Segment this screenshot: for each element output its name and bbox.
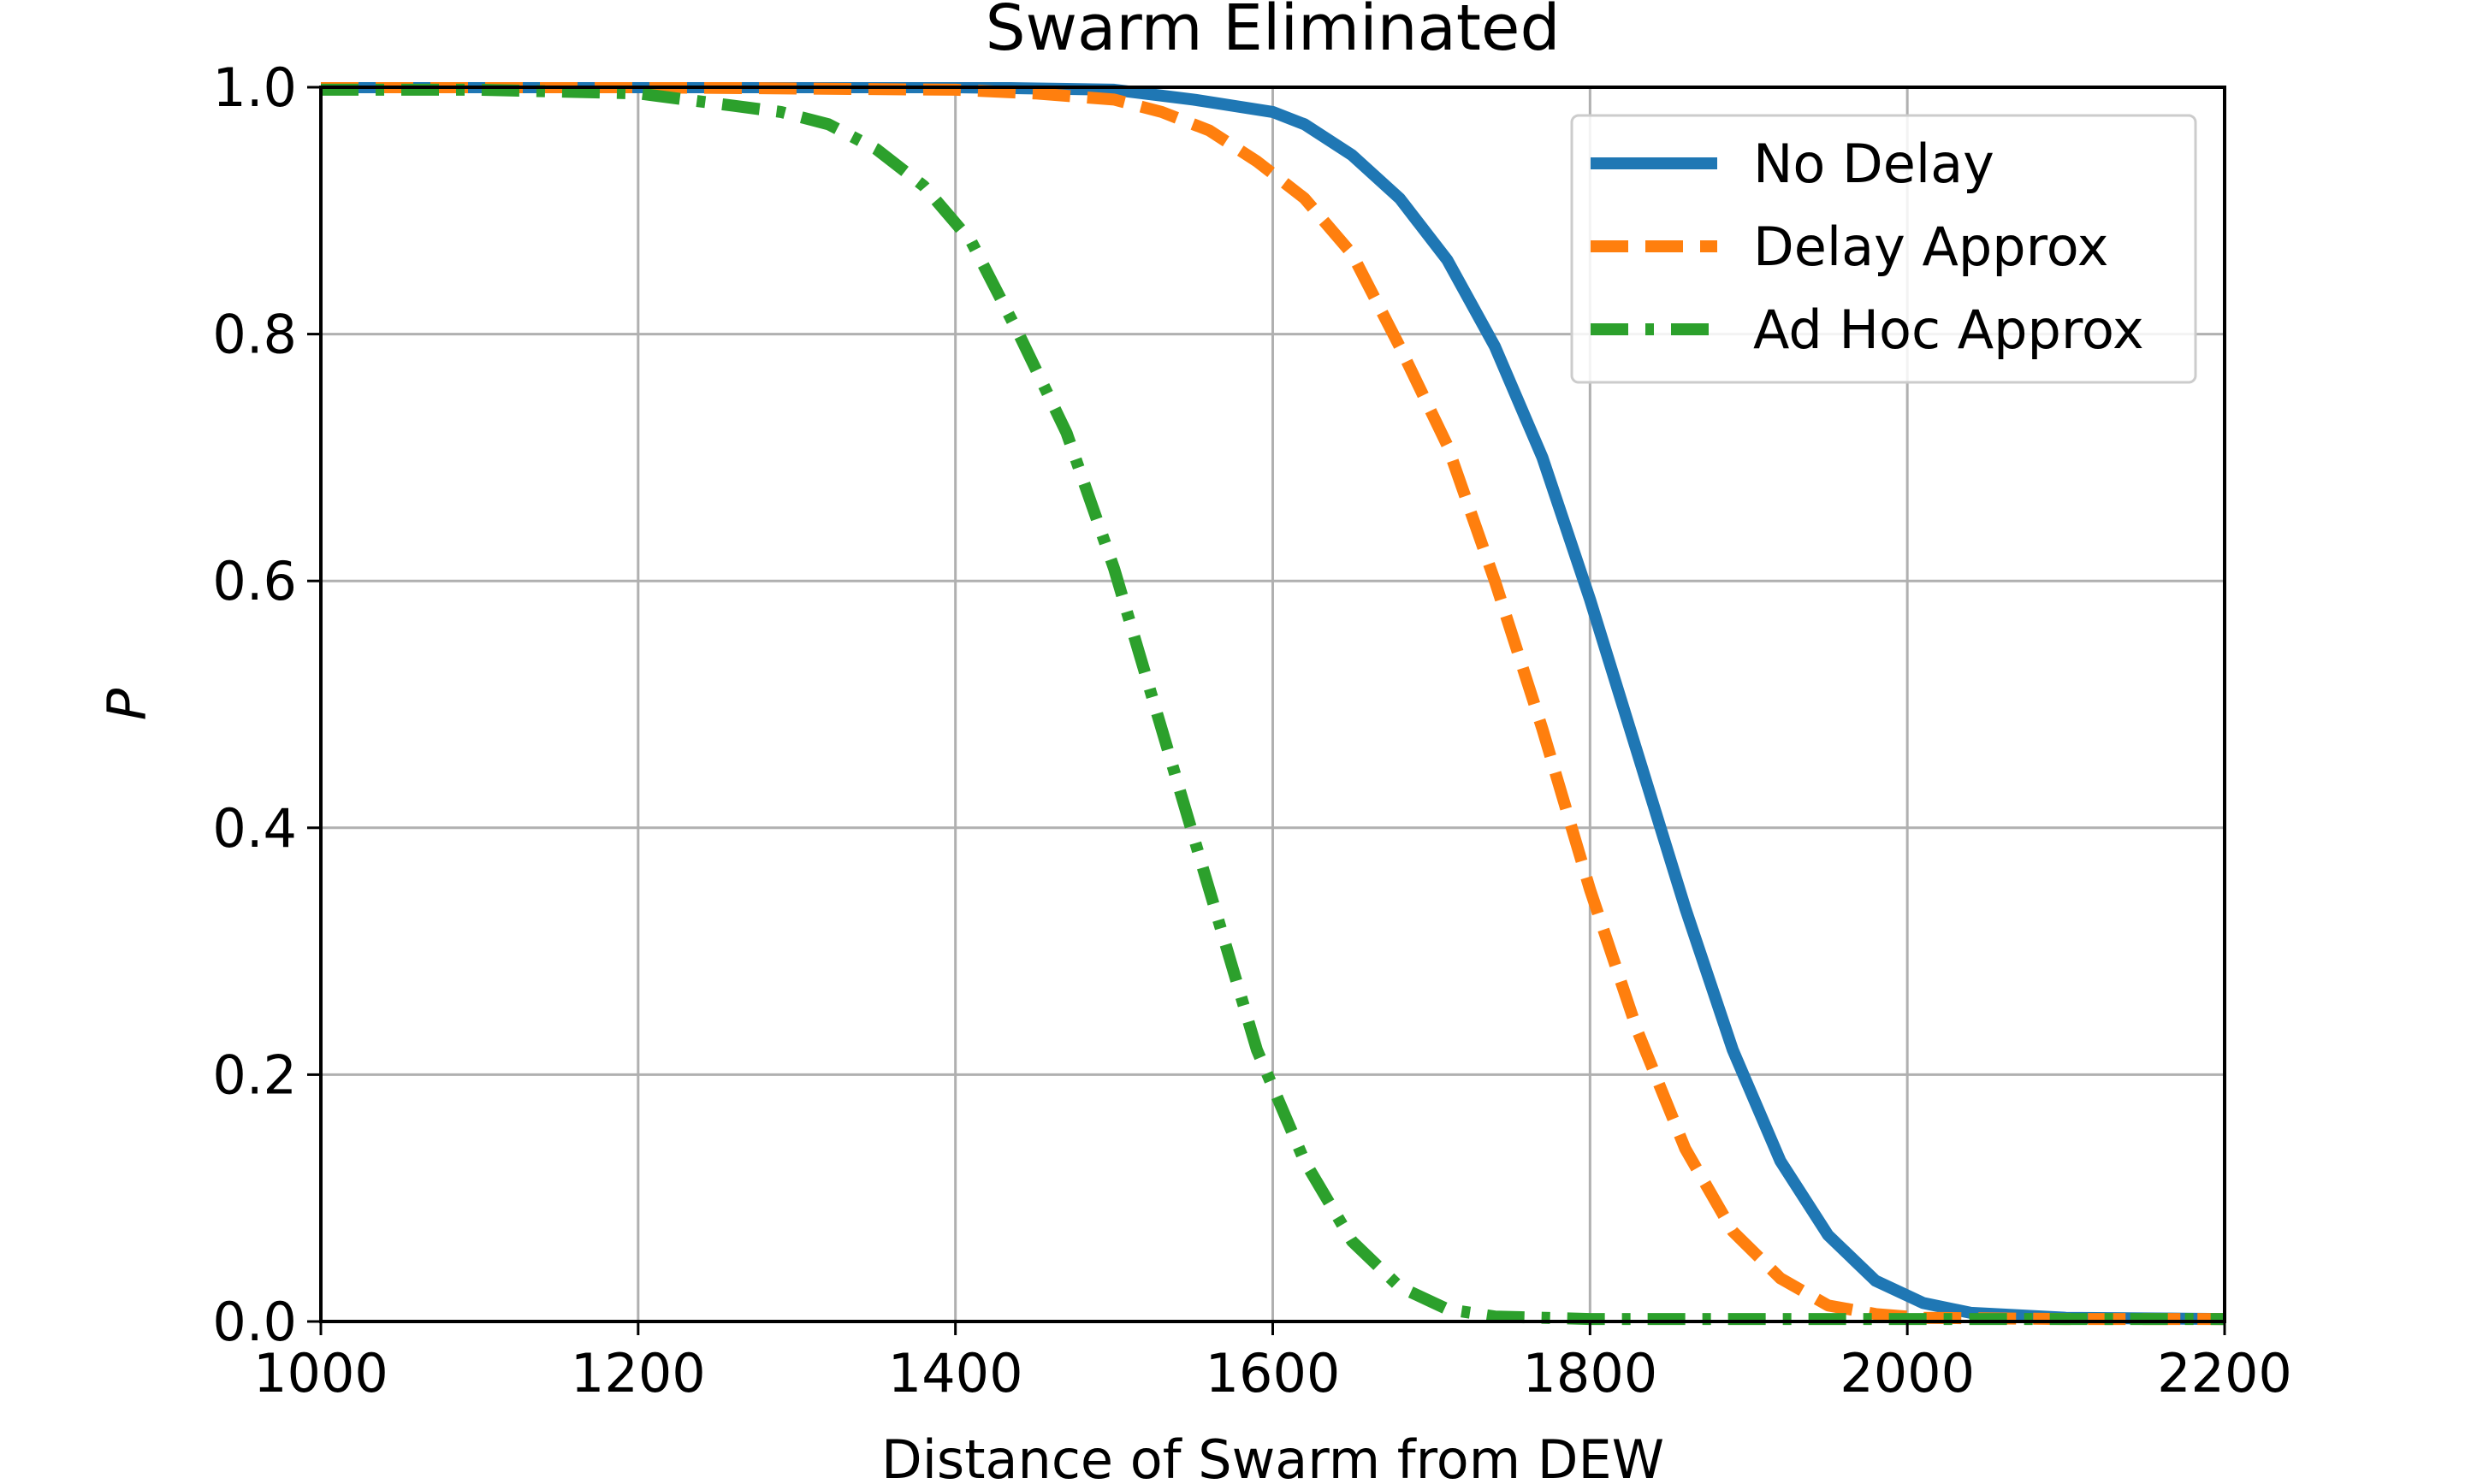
- y-tick-label: 0.6: [212, 550, 297, 612]
- y-tick-label: 0.2: [212, 1044, 297, 1106]
- y-tick-label: 0.8: [212, 304, 297, 366]
- x-tick-label: 2200: [2157, 1342, 2292, 1404]
- legend-label: Delay Approx: [1753, 216, 2108, 278]
- x-tick-label: 1200: [571, 1342, 706, 1404]
- series-line-ad-hoc-approx: [321, 83, 2225, 1326]
- x-tick-label: 1000: [253, 1342, 388, 1404]
- legend-box: [1570, 114, 2197, 384]
- legend-label: Ad Hoc Approx: [1753, 299, 2144, 361]
- y-tick-label: 0.4: [212, 797, 297, 860]
- x-tick-label: 1400: [888, 1342, 1023, 1404]
- series-line-delay-approx: [321, 82, 2225, 1326]
- x-tick-label: 1600: [1206, 1342, 1341, 1404]
- x-axis-label: Distance of Swarm from DEW: [881, 1428, 1664, 1484]
- ticks: 1000 1200 1400 1600 1800 2000 2200 0.0 0.2 0.4 0.6…: [212, 56, 2292, 1404]
- y-tick-label: 1.0: [212, 56, 297, 119]
- y-tick-label: 0.0: [212, 1291, 297, 1353]
- y-axis-label: P: [96, 688, 158, 720]
- legend: No Delay Delay Approx Ad Hoc Approx: [1570, 114, 2197, 384]
- series-layer: [321, 82, 2225, 1326]
- chart-title: Swarm Eliminated: [986, 0, 1561, 65]
- x-tick-label: 1800: [1522, 1342, 1657, 1404]
- legend-label: No Delay: [1753, 133, 1994, 195]
- x-tick-label: 2000: [1840, 1342, 1975, 1404]
- series-line-no-delay: [321, 82, 2225, 1326]
